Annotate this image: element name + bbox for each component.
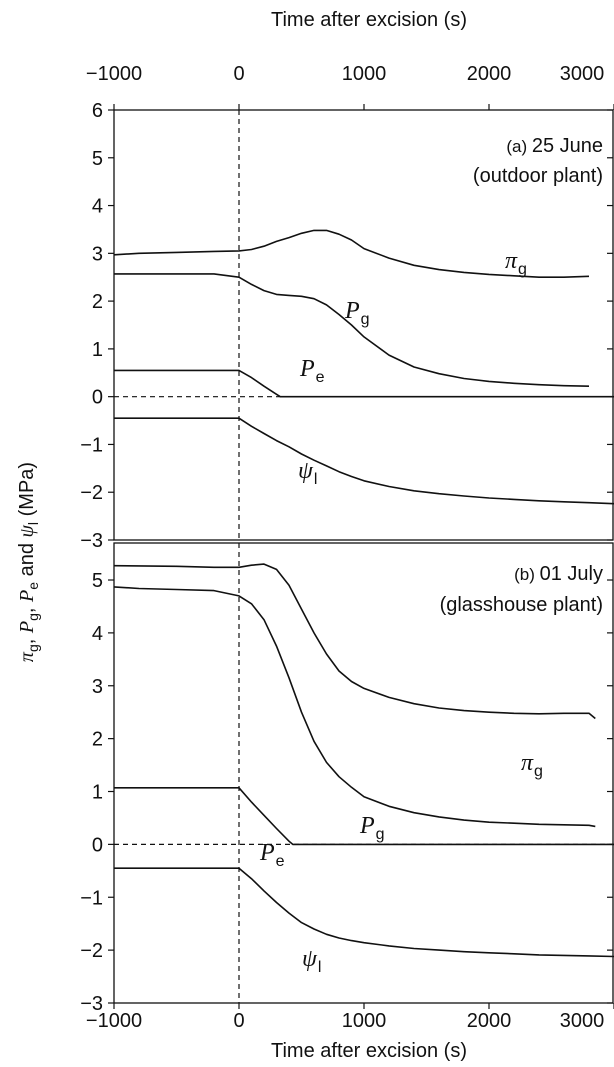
panel-subtitle: (glasshouse plant) [440, 594, 603, 616]
series-label: Pg [344, 298, 370, 328]
y-tick-label: −3 [80, 530, 103, 552]
y-tick-label: 6 [92, 100, 103, 122]
y-title-unit: (MPa) [16, 462, 38, 522]
y-tick-label: 3 [92, 676, 103, 698]
y-tick-label: 0 [92, 834, 103, 856]
series-label: πg [521, 750, 543, 780]
x-tick-label: 1000 [342, 63, 387, 85]
y-tick-label: −3 [80, 993, 103, 1015]
y-tick-label: 5 [92, 148, 103, 170]
x-tick-label: 1000 [342, 1010, 387, 1032]
y-title-psi: ψ [16, 524, 38, 537]
y-axis-title: πg, Pg, Pe and ψl (MPa) [16, 462, 41, 662]
panel-title: (b) 01 July [514, 563, 603, 585]
x-tick-label: 0 [233, 1010, 244, 1032]
x-tick-label: 3000 [560, 63, 605, 85]
y-title-and: and [16, 537, 38, 581]
series-line-Pe [114, 369, 614, 398]
x-tick-label: 3000 [560, 1010, 605, 1032]
series-line-ψl [114, 867, 614, 958]
y-tick-label: 4 [92, 623, 103, 645]
panel-title: (a) 25 June [506, 135, 603, 157]
series-line-Pg [113, 586, 596, 828]
series-line-πg [113, 563, 596, 720]
y-title-p1: P [16, 621, 38, 634]
y-title-pi: π [16, 651, 38, 662]
y-tick-label: −2 [80, 482, 103, 504]
x-tick-label: 0 [233, 63, 244, 85]
y-title-sep1: , [16, 633, 38, 644]
y-title-p2: P [16, 590, 38, 603]
y-tick-label: −1 [80, 434, 103, 456]
y-tick-label: −1 [80, 887, 103, 909]
series-label: ψl [298, 458, 317, 488]
x-tick-label: −1000 [86, 63, 142, 85]
top-x-axis-title: Time after excision (s) [271, 9, 467, 31]
y-title-sub-l: l [25, 522, 41, 525]
y-tick-label: 2 [92, 291, 103, 313]
y-tick-label: 4 [92, 196, 103, 218]
series-label: πg [505, 248, 527, 278]
y-title-sep2: , [16, 602, 38, 613]
panel-subtitle: (outdoor plant) [473, 165, 603, 187]
y-title-sub-e: e [25, 582, 41, 590]
series-label: ψl [302, 946, 321, 976]
y-tick-label: 1 [92, 339, 103, 361]
y-tick-label: 2 [92, 729, 103, 751]
bottom-x-axis-title: Time after excision (s) [271, 1040, 467, 1062]
series-label: Pe [299, 356, 325, 386]
panel-b: −3 −2 −1 0 1 2 3 4 5 −1000 0 1000 2000 3000 πg Pg Pe ψl (b… [80, 542, 614, 1032]
panel-a: −3 −2 −1 0 1 2 3 4 5 6 −1000 0 1000 2000 3000 πg Pg Pe ψl (… [80, 63, 614, 552]
x-tick-label: 2000 [467, 1010, 512, 1032]
x-tick-label: −1000 [86, 1010, 142, 1032]
y-tick-label: −2 [80, 940, 103, 962]
series-line-πg [113, 229, 590, 278]
y-tick-label: 5 [92, 570, 103, 592]
x-tick-label: 2000 [467, 63, 512, 85]
y-tick-label: 0 [92, 387, 103, 409]
series-line-Pe [114, 787, 614, 846]
series-line-ψl [114, 417, 614, 505]
y-title-sub-g1: g [25, 644, 41, 652]
y-tick-label: 1 [92, 782, 103, 804]
series-label: Pg [359, 813, 385, 843]
y-title-sub-g2: g [25, 613, 41, 621]
series-line-Pg [114, 273, 590, 387]
series-label: Pe [259, 840, 285, 870]
y-tick-label: 3 [92, 243, 103, 265]
